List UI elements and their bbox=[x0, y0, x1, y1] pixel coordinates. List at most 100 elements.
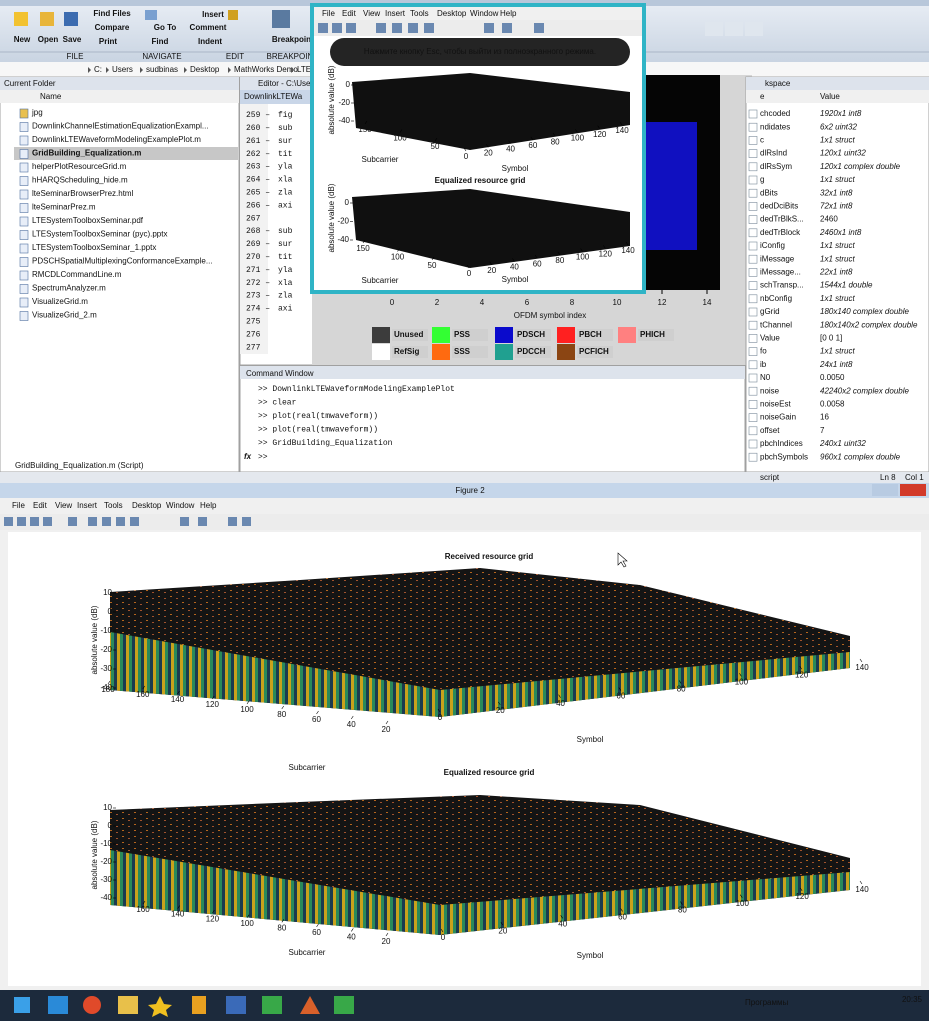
path-segment[interactable]: Users bbox=[112, 65, 133, 74]
variable-name[interactable]: schTransp... bbox=[760, 281, 804, 290]
path-segment[interactable]: sudbinas bbox=[146, 65, 178, 74]
ribbon-button-label[interactable]: New bbox=[14, 35, 31, 44]
menu-item[interactable]: Edit bbox=[342, 9, 357, 18]
app-icon[interactable] bbox=[262, 996, 282, 1014]
file-name[interactable]: DownlinkChannelEstimationEqualizationExa… bbox=[32, 122, 209, 131]
variable-name[interactable]: ib bbox=[760, 360, 767, 369]
file-icon bbox=[20, 204, 28, 213]
variable-name[interactable]: noise bbox=[760, 386, 780, 395]
file-name[interactable]: jpg bbox=[31, 108, 43, 117]
variable-name[interactable]: ndidates bbox=[760, 122, 790, 131]
z-tick-label: -20 bbox=[338, 98, 350, 107]
ribbon-button-label[interactable]: Find Files bbox=[93, 9, 131, 18]
command-prompt[interactable]: >> bbox=[258, 453, 268, 462]
file-name[interactable]: VisualizeGrid.m bbox=[32, 297, 88, 306]
subcarrier-tick-label: 100 bbox=[393, 134, 407, 143]
file-name[interactable]: helperPlotResourceGrid.m bbox=[32, 162, 127, 171]
menu-item[interactable]: View bbox=[55, 501, 72, 510]
variable-name[interactable]: fo bbox=[760, 347, 767, 356]
variable-icon bbox=[749, 321, 757, 329]
file-name[interactable]: VisualizeGrid_2.m bbox=[32, 311, 97, 320]
variable-name[interactable]: tChannel bbox=[760, 320, 792, 329]
menu-item[interactable]: Desktop bbox=[132, 501, 162, 510]
variable-name[interactable]: dlRsInd bbox=[760, 149, 787, 158]
menu-item[interactable]: Insert bbox=[385, 9, 406, 18]
variable-name[interactable]: chcoded bbox=[760, 109, 790, 118]
file-name[interactable]: LTESystemToolboxSeminar (pyc).pptx bbox=[32, 230, 167, 239]
ribbon-button-label[interactable]: Insert bbox=[202, 10, 224, 19]
variable-name[interactable]: Value bbox=[760, 334, 780, 343]
line-number: 270 – bbox=[246, 253, 270, 262]
menu-item[interactable]: View bbox=[363, 9, 380, 18]
symbol-tick-label: 40 bbox=[558, 919, 567, 928]
variable-name[interactable]: iConfig bbox=[760, 241, 785, 250]
variable-name[interactable]: dBits bbox=[760, 188, 778, 197]
file-name[interactable]: GridBuilding_Equalization.m bbox=[32, 149, 141, 158]
menu-item[interactable]: Edit bbox=[33, 501, 48, 510]
file-name[interactable]: LTESystemToolboxSeminar_1.pptx bbox=[32, 243, 156, 252]
file-name[interactable]: SpectrumAnalyzer.m bbox=[32, 284, 106, 293]
app-icon[interactable] bbox=[334, 996, 354, 1014]
menu-item[interactable]: Desktop bbox=[437, 9, 467, 18]
menu-item[interactable]: Help bbox=[500, 9, 517, 18]
variable-name[interactable]: noiseEst bbox=[760, 400, 791, 409]
menu-item[interactable]: Insert bbox=[77, 501, 98, 510]
app-icon[interactable] bbox=[83, 996, 101, 1014]
ribbon-button-label[interactable]: Open bbox=[38, 35, 59, 44]
variable-name[interactable]: gGrid bbox=[760, 307, 780, 316]
path-segment[interactable]: C: bbox=[94, 65, 102, 74]
symbol-tick-label: 140 bbox=[855, 885, 869, 894]
ribbon-button-label[interactable]: Find bbox=[152, 37, 169, 46]
menu-item[interactable]: Tools bbox=[410, 9, 429, 18]
path-segment[interactable]: Desktop bbox=[190, 65, 220, 74]
app-icon[interactable] bbox=[192, 996, 206, 1014]
menu-item[interactable]: Help bbox=[200, 501, 217, 510]
file-name[interactable]: PDSCHSpatialMultiplexingConformanceExamp… bbox=[32, 257, 213, 266]
menu-item[interactable]: Window bbox=[470, 9, 499, 18]
ribbon-button-label[interactable]: Go To bbox=[154, 23, 177, 32]
variable-name[interactable]: pbchSymbols bbox=[760, 452, 808, 461]
file-name[interactable]: lteSeminarBrowserPrez.html bbox=[32, 189, 134, 198]
menu-item[interactable]: Tools bbox=[104, 501, 123, 510]
close-button[interactable] bbox=[900, 484, 926, 496]
file-name[interactable]: DownlinkLTEWaveformModelingExamplePlot.m bbox=[32, 135, 201, 144]
file-icon bbox=[20, 123, 28, 132]
variable-name[interactable]: dedTrBlock bbox=[760, 228, 801, 237]
variable-name[interactable]: dedTrBlkS... bbox=[760, 215, 804, 224]
ribbon-button-label[interactable]: Print bbox=[99, 37, 118, 46]
ribbon-button-label[interactable]: Compare bbox=[95, 23, 130, 32]
app-icon[interactable] bbox=[48, 996, 68, 1014]
menu-item[interactable]: File bbox=[12, 501, 25, 510]
start-button[interactable] bbox=[14, 997, 30, 1013]
menu-item[interactable]: Window bbox=[166, 501, 195, 510]
app-icon[interactable] bbox=[226, 996, 246, 1014]
variable-name[interactable]: nbConfig bbox=[760, 294, 792, 303]
variable-name[interactable]: pbchIndices bbox=[760, 439, 803, 448]
variable-name[interactable]: g bbox=[760, 175, 764, 184]
menu-item[interactable]: File bbox=[322, 9, 335, 18]
ribbon-button-label[interactable]: Comment bbox=[190, 23, 227, 32]
maximize-button[interactable] bbox=[872, 484, 898, 496]
z-tick-label: -40 bbox=[338, 116, 350, 125]
variable-name[interactable]: c bbox=[760, 136, 764, 145]
command-line: >> DownlinkLTEWaveformModelingExamplePlo… bbox=[258, 385, 455, 394]
ribbon-button-label[interactable]: Save bbox=[63, 35, 82, 44]
variable-value: 72x1 int8 bbox=[820, 202, 853, 211]
variable-name[interactable]: iMessage bbox=[760, 254, 795, 263]
file-name[interactable]: RMCDLCommandLine.m bbox=[32, 270, 122, 279]
window-title: Figure 2 bbox=[455, 486, 485, 495]
variable-name[interactable]: dedDciBits bbox=[760, 202, 798, 211]
file-name[interactable]: LTESystemToolboxSeminar.pdf bbox=[32, 216, 144, 225]
file-name[interactable]: hHARQScheduling_hide.m bbox=[32, 176, 128, 185]
variable-name[interactable]: offset bbox=[760, 426, 780, 435]
file-name[interactable]: lteSeminarPrez.m bbox=[32, 203, 96, 212]
editor-tab[interactable]: DownlinkLTEWa bbox=[244, 92, 303, 101]
variable-name[interactable]: dlRsSym bbox=[760, 162, 792, 171]
ribbon-button-label[interactable]: Indent bbox=[198, 37, 222, 46]
code-text: tit bbox=[278, 253, 292, 262]
variable-name[interactable]: iMessage... bbox=[760, 268, 801, 277]
variable-name[interactable]: N0 bbox=[760, 373, 771, 382]
app-icon[interactable] bbox=[118, 996, 138, 1014]
variable-name[interactable]: noiseGain bbox=[760, 413, 796, 422]
path-segment[interactable]: MathWorks Demo bbox=[234, 65, 298, 74]
